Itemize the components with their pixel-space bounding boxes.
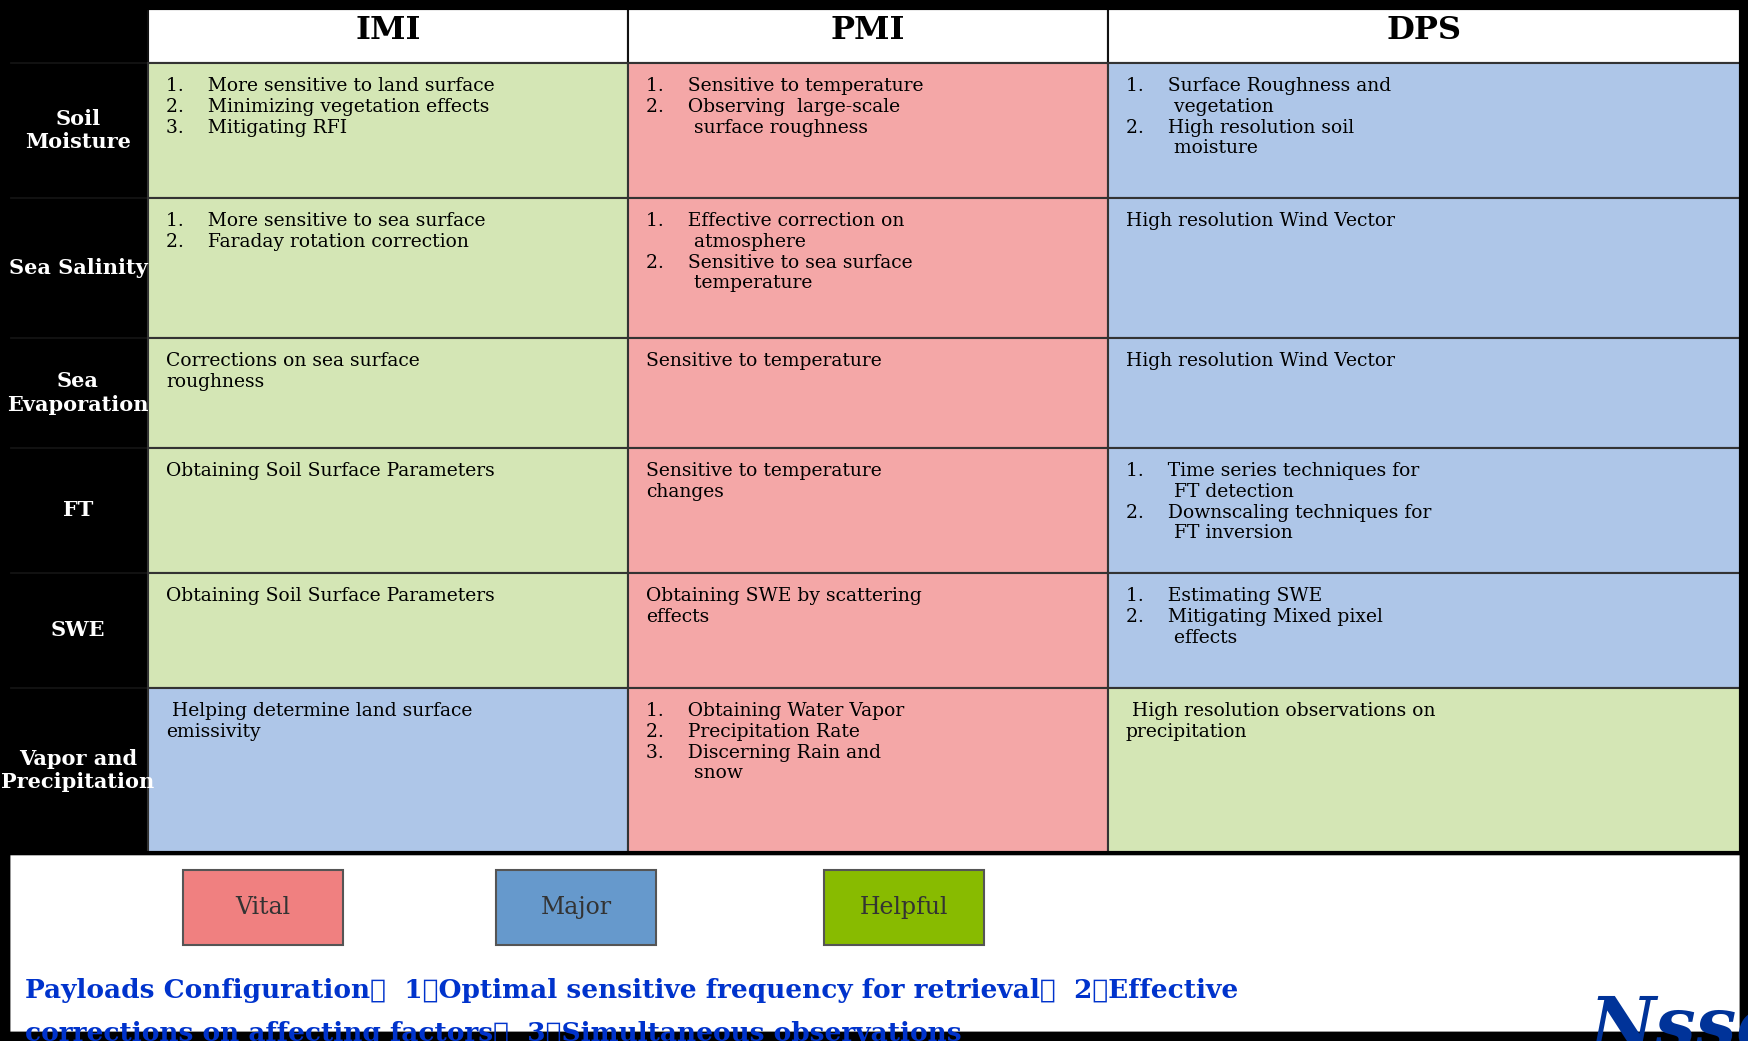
Bar xyxy=(149,64,628,198)
Text: Corrections on sea surface
roughness: Corrections on sea surface roughness xyxy=(166,352,420,390)
Bar xyxy=(823,870,984,945)
Bar xyxy=(628,64,1108,198)
Text: SWE: SWE xyxy=(51,620,105,640)
Text: 1.    Obtaining Water Vapor
2.    Precipitation Rate
3.    Discerning Rain and
 : 1. Obtaining Water Vapor 2. Precipitatio… xyxy=(645,702,904,783)
Bar xyxy=(1108,8,1739,64)
Bar xyxy=(9,8,1739,853)
Bar xyxy=(149,8,628,64)
Bar xyxy=(149,198,628,338)
Bar xyxy=(149,688,628,853)
Bar xyxy=(9,64,149,198)
Bar xyxy=(9,573,149,688)
Bar xyxy=(9,853,1739,1033)
Text: IMI: IMI xyxy=(355,15,421,46)
Bar xyxy=(628,198,1108,338)
Bar xyxy=(1108,64,1739,198)
Text: PMI: PMI xyxy=(830,15,905,46)
Bar xyxy=(9,198,149,338)
Text: Obtaining Soil Surface Parameters: Obtaining Soil Surface Parameters xyxy=(166,587,495,605)
Text: Helpful: Helpful xyxy=(860,896,947,919)
Text: Soil
Moisture: Soil Moisture xyxy=(24,109,131,152)
Text: 1.    More sensitive to land surface
2.    Minimizing vegetation effects
3.    M: 1. More sensitive to land surface 2. Min… xyxy=(166,77,495,136)
Text: Sensitive to temperature: Sensitive to temperature xyxy=(645,352,881,370)
Text: High resolution Wind Vector: High resolution Wind Vector xyxy=(1126,352,1395,370)
Text: Payloads Configuration：  1）Optimal sensitive frequency for retrieval，  2）Effecti: Payloads Configuration： 1）Optimal sensit… xyxy=(24,977,1238,1002)
Text: Sensitive to temperature
changes: Sensitive to temperature changes xyxy=(645,462,881,501)
Text: High resolution Wind Vector: High resolution Wind Vector xyxy=(1126,212,1395,230)
Bar xyxy=(9,338,149,448)
Text: Major: Major xyxy=(540,896,612,919)
Bar xyxy=(9,8,149,64)
Bar xyxy=(1108,198,1739,338)
Bar xyxy=(1108,448,1739,573)
Text: 1.    Time series techniques for
        FT detection
2.    Downscaling techniqu: 1. Time series techniques for FT detecti… xyxy=(1126,462,1430,542)
Text: Sea
Evaporation: Sea Evaporation xyxy=(7,372,149,414)
Bar xyxy=(496,870,656,945)
Bar xyxy=(628,338,1108,448)
Text: Vapor and
Precipitation: Vapor and Precipitation xyxy=(2,748,154,792)
Bar xyxy=(0,8,9,1033)
Bar xyxy=(9,448,149,573)
Bar xyxy=(184,870,343,945)
Bar xyxy=(0,1033,1748,1041)
Text: Obtaining Soil Surface Parameters: Obtaining Soil Surface Parameters xyxy=(166,462,495,480)
Text: Vital: Vital xyxy=(236,896,290,919)
Bar xyxy=(628,8,1108,64)
Text: 1.    Estimating SWE
2.    Mitigating Mixed pixel
        effects: 1. Estimating SWE 2. Mitigating Mixed pi… xyxy=(1126,587,1383,646)
Text: FT: FT xyxy=(63,501,93,520)
Text: DPS: DPS xyxy=(1386,15,1461,46)
Text: Nsse: Nsse xyxy=(1589,993,1748,1041)
Text: 1.    Surface Roughness and
        vegetation
2.    High resolution soil
      : 1. Surface Roughness and vegetation 2. H… xyxy=(1126,77,1390,157)
Text: 1.    Effective correction on
        atmosphere
2.    Sensitive to sea surface
: 1. Effective correction on atmosphere 2.… xyxy=(645,212,912,293)
Text: Helping determine land surface
emissivity: Helping determine land surface emissivit… xyxy=(166,702,472,741)
Bar xyxy=(1108,688,1739,853)
Bar xyxy=(149,573,628,688)
Bar xyxy=(628,573,1108,688)
Text: Obtaining SWE by scattering
effects: Obtaining SWE by scattering effects xyxy=(645,587,921,626)
Bar xyxy=(149,448,628,573)
Bar xyxy=(628,688,1108,853)
Text: 1.    More sensitive to sea surface
2.    Faraday rotation correction: 1. More sensitive to sea surface 2. Fara… xyxy=(166,212,486,251)
Text: Sea Salinity: Sea Salinity xyxy=(9,258,147,278)
Bar xyxy=(149,338,628,448)
Text: High resolution observations on
precipitation: High resolution observations on precipit… xyxy=(1126,702,1435,741)
Text: 1.    Sensitive to temperature
2.    Observing  large-scale
        surface roug: 1. Sensitive to temperature 2. Observing… xyxy=(645,77,923,136)
Bar xyxy=(1108,338,1739,448)
Bar xyxy=(1739,8,1748,1033)
Bar xyxy=(0,0,1748,8)
Bar xyxy=(628,448,1108,573)
Bar xyxy=(1108,573,1739,688)
Text: corrections on affecting factors，  3）Simultaneous observations: corrections on affecting factors， 3）Simu… xyxy=(24,1021,961,1041)
Bar xyxy=(9,688,149,853)
